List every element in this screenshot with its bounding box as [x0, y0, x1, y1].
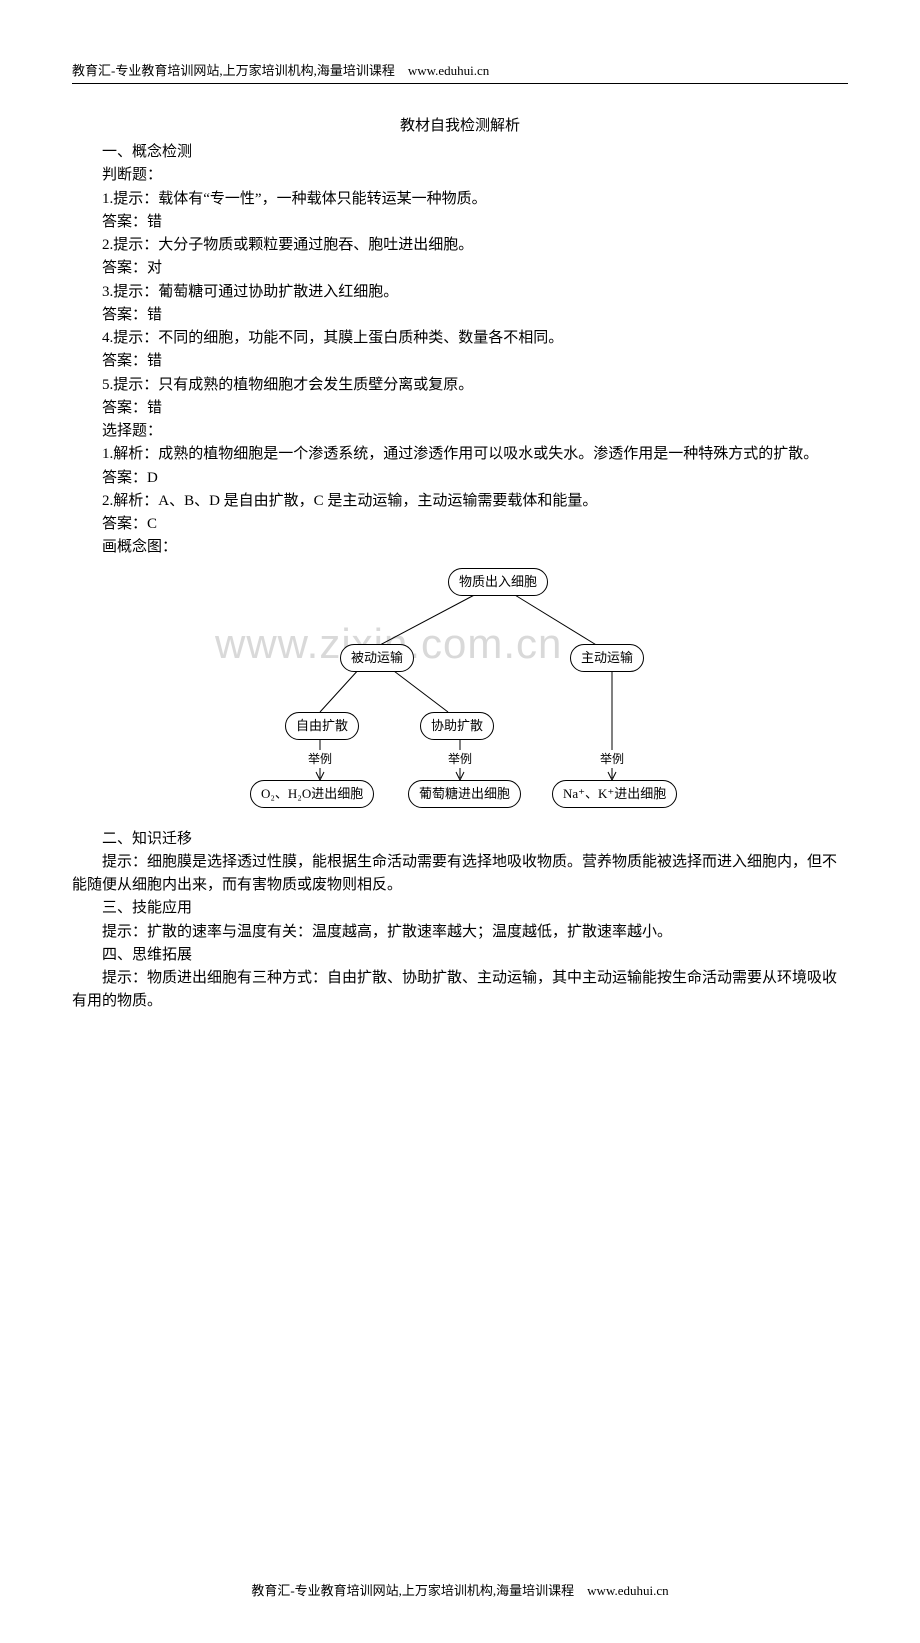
- node-active: 主动运输: [570, 644, 644, 672]
- section4-text: 提示：物质进出细胞有三种方式：自由扩散、协助扩散、主动运输，其中主动运输能按生命…: [72, 967, 848, 1014]
- concept-map-diagram: 物质出入细胞 被动运输 主动运输 自由扩散 协助扩散 举例 举例 举例 O₂、H…: [220, 564, 700, 824]
- node-leaf2: 葡萄糖进出细胞: [408, 780, 521, 808]
- choice-q1: 1.解析：成熟的植物细胞是一个渗透系统，通过渗透作用可以吸水或失水。渗透作用是一…: [72, 443, 848, 466]
- node-passive: 被动运输: [340, 644, 414, 672]
- node-root: 物质出入细胞: [448, 568, 548, 596]
- example-label-1: 举例: [308, 750, 332, 769]
- judgement-a4: 答案：错: [72, 350, 848, 373]
- section2-heading: 二、知识迁移: [72, 828, 848, 851]
- judgement-q5: 5.提示：只有成熟的植物细胞才会发生质壁分离或复原。: [72, 374, 848, 397]
- page-title: 教材自我检测解析: [72, 114, 848, 135]
- section3-text: 提示：扩散的速率与温度有关：温度越高，扩散速率越大；温度越低，扩散速率越小。: [72, 921, 848, 944]
- node-free: 自由扩散: [285, 712, 359, 740]
- section3-heading: 三、技能应用: [72, 897, 848, 920]
- judgement-q4: 4.提示：不同的细胞，功能不同，其膜上蛋白质种类、数量各不相同。: [72, 327, 848, 350]
- judgement-a5: 答案：错: [72, 397, 848, 420]
- node-leaf3: Na⁺、K⁺进出细胞: [552, 780, 677, 808]
- node-leaf1: O₂、H₂O进出细胞: [250, 780, 374, 808]
- concept-map-label: 画概念图：: [72, 536, 848, 559]
- choice-a2: 答案：C: [72, 513, 848, 536]
- node-assist: 协助扩散: [420, 712, 494, 740]
- page-header: 教育汇-专业教育培训网站,上万家培训机构,海量培训课程 www.eduhui.c…: [72, 60, 848, 84]
- example-label-3: 举例: [600, 750, 624, 769]
- section2-text: 提示：细胞膜是选择透过性膜，能根据生命活动需要有选择地吸收物质。营养物质能被选择…: [72, 851, 848, 898]
- judgement-a2: 答案：对: [72, 257, 848, 280]
- judgement-a1: 答案：错: [72, 211, 848, 234]
- choice-a1: 答案：D: [72, 467, 848, 490]
- section1-heading: 一、概念检测: [72, 141, 848, 164]
- example-label-2: 举例: [448, 750, 472, 769]
- choice-label: 选择题：: [72, 420, 848, 443]
- judgement-label: 判断题：: [72, 164, 848, 187]
- judgement-a3: 答案：错: [72, 304, 848, 327]
- section4-heading: 四、思维拓展: [72, 944, 848, 967]
- judgement-q2: 2.提示：大分子物质或颗粒要通过胞吞、胞吐进出细胞。: [72, 234, 848, 257]
- judgement-q3: 3.提示：葡萄糖可通过协助扩散进入红细胞。: [72, 281, 848, 304]
- choice-q2: 2.解析：A、B、D 是自由扩散，C 是主动运输，主动运输需要载体和能量。: [72, 490, 848, 513]
- page-footer: 教育汇-专业教育培训网站,上万家培训机构,海量培训课程 www.eduhui.c…: [72, 1574, 848, 1603]
- judgement-q1: 1.提示：载体有“专一性”，一种载体只能转运某一种物质。: [72, 188, 848, 211]
